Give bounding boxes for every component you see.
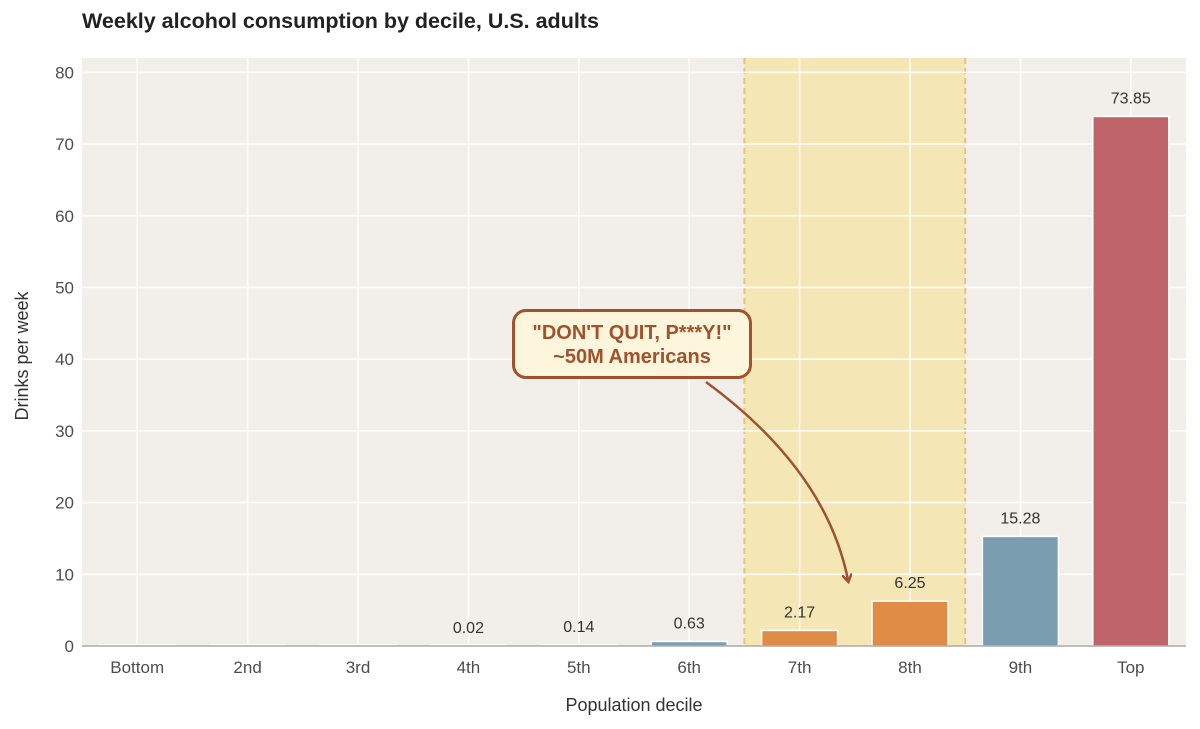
callout-line-2: ~50M Americans [553,346,711,368]
value-label: 0.14 [563,619,594,636]
callout-arrow [705,380,848,580]
x-tick-label: 8th [898,658,922,677]
value-label: 0.02 [453,620,484,637]
bar-9th [981,535,1060,647]
y-tick-label: 40 [55,350,74,369]
y-tick-label: 70 [55,135,74,154]
value-label: 2.17 [784,604,815,621]
x-tick-label: 9th [1009,658,1033,677]
y-axis-title: Drinks per week [12,290,32,420]
bar-top [1092,115,1170,647]
value-label: 15.28 [1000,510,1040,527]
x-tick-label: Bottom [110,658,164,677]
x-tick-label: 3rd [346,658,371,677]
highlight-band [744,58,966,646]
y-tick-label: 20 [55,494,74,513]
y-tick-label: 50 [55,278,74,297]
x-axis-title: Population decile [565,695,702,715]
x-tick-label: 2nd [233,658,261,677]
bar-6th [650,640,728,647]
bar-8th [871,600,949,647]
x-tick-label: Top [1117,658,1144,677]
y-tick-label: 80 [55,63,74,82]
value-label: 0.63 [674,615,705,632]
y-tick-label: 0 [65,637,74,656]
y-tick-label: 10 [55,565,74,584]
x-tick-label: 6th [677,658,701,677]
bar-7th [760,629,839,647]
chart-title: Weekly alcohol consumption by decile, U.… [82,9,599,33]
value-label: 73.85 [1111,90,1151,107]
x-tick-label: 5th [567,658,591,677]
x-tick-label: 4th [457,658,481,677]
x-tick-label: 7th [788,658,812,677]
callout-line-1: "DON'T QUIT, P***Y!" [532,322,732,344]
value-label: 6.25 [894,575,925,592]
y-tick-label: 60 [55,207,74,226]
y-tick-label: 30 [55,422,74,441]
callout-box: "DON'T QUIT, P***Y!" ~50M Americans [512,309,752,379]
